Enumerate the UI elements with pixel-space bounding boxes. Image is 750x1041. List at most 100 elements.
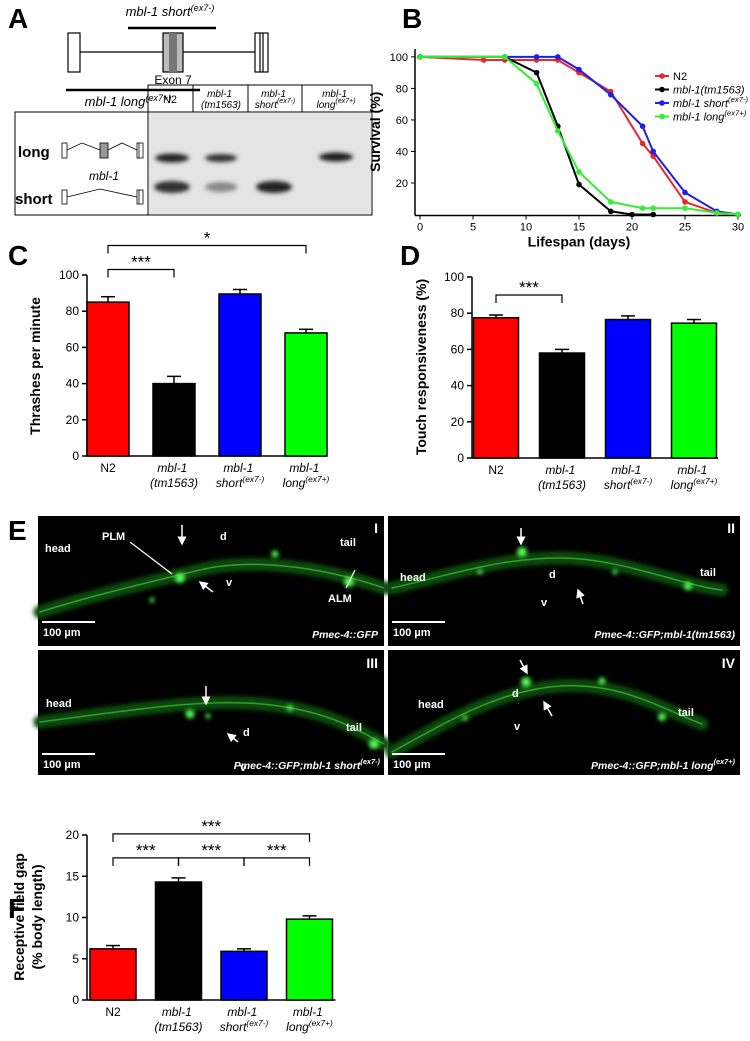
image-numeral: II [727,520,735,536]
y-axis-label: (% body length) [29,865,45,970]
panel-label: B [402,3,422,34]
gene-label: mbl-1 [89,169,119,183]
bar [86,301,130,457]
y-tick-label: 60 [451,342,465,356]
y-axis-label: Receptive field gap [11,853,27,981]
x-tick-label: 15 [573,222,585,234]
significance-label: *** [201,817,221,836]
bar [218,293,262,457]
y-tick-label: 20 [396,178,408,190]
image-label: ALM [328,593,352,605]
image-label: head [45,543,71,555]
panel-label: D [400,240,420,271]
point [639,140,646,147]
significance-bracket [107,244,307,254]
y-tick-label: 100 [59,268,79,282]
y-tick-label: 15 [66,869,80,883]
significance-label: * [204,228,211,247]
y-tick-label: 40 [451,379,465,393]
x-tick-label: mbl-1 short(ex7-) [604,463,653,492]
y-axis-label: Thrashes per minute [27,297,43,435]
x-tick-label: mbl-1 short(ex7-) [216,461,265,490]
image-label: v [240,762,247,774]
image-numeral: I [374,520,378,536]
y-tick-label: 100 [390,52,408,64]
lane-label: mbl-1 (tm1563) [201,89,241,111]
point [555,128,561,134]
y-tick-label: 80 [66,304,80,318]
legend-swatch [659,100,665,106]
image-label: tail [346,722,362,734]
point [608,91,614,98]
scale-bar-label: 100 µm [393,759,431,771]
significance-bracket [243,857,311,866]
bar [472,316,520,459]
point [639,123,646,130]
y-tick-label: 5 [72,952,79,966]
point [714,210,720,216]
legend-label: mbl-1(tm1563) [673,85,745,97]
panel-label: E [8,515,27,546]
point [639,205,646,211]
significance-label: *** [519,278,539,297]
image-label: head [46,698,72,710]
gel [14,84,373,216]
y-tick-label: 100 [444,270,464,284]
bar [538,352,586,459]
image-label: head [400,572,426,584]
legend-label: mbl-1 long(ex7+) [673,109,747,124]
point [533,69,540,76]
point [735,211,741,218]
survival-line [420,55,739,216]
significance-label: *** [136,841,156,860]
image-label: d [220,531,227,543]
exon-label: Exon 7 [154,73,192,87]
legend-label: mbl-1 short(ex7-) [673,95,749,110]
panel-label: C [8,240,28,271]
y-tick-label: 20 [66,413,80,427]
image-label: v [514,721,521,733]
y-tick-label: 0 [457,451,464,465]
significance-bracket [107,268,175,278]
point [650,211,656,218]
survival-line [419,55,739,216]
isoform-label: mbl-1 long(ex7+) [85,93,172,109]
survival-line [420,55,739,216]
micrographs [33,516,740,775]
y-tick-label: 10 [66,911,80,925]
image-numeral: IV [722,655,736,671]
point [682,205,688,211]
point [608,199,614,205]
legend-label: N2 [673,71,687,83]
significance-bracket [495,294,563,304]
lane-label: mbl-1 long(ex7+) [317,89,356,111]
x-tick-label: 25 [679,222,691,234]
row-label: long [18,144,50,161]
y-axis-label: Survival (%) [367,92,383,172]
bar [220,950,268,1001]
bar [152,382,196,457]
scale-bar-label: 100 µm [43,759,81,771]
bar [89,948,137,1001]
image-label: v [541,597,548,609]
y-tick-label: 80 [451,306,465,320]
point [576,181,582,188]
image-label: head [418,699,444,711]
significance-label: *** [267,841,287,860]
x-tick-label: mbl-1 long(ex7+) [283,461,330,490]
bar [285,918,334,1001]
scale-bar-label: 100 µm [43,627,81,639]
point [576,66,582,73]
y-tick-label: 20 [66,828,80,842]
significance-bracket [112,833,311,842]
point [682,199,688,205]
y-axis-label: Touch responsiveness (%) [413,279,429,455]
significance-label: *** [131,252,151,271]
x-tick-label: mbl-1 (tm1563) [538,463,586,492]
point [608,208,614,215]
image-caption: Pmec-4::GFP;mbl-1 long(ex7+) [591,757,736,772]
lane-label: mbl-1 short(ex7-) [255,89,296,111]
point [502,54,508,60]
